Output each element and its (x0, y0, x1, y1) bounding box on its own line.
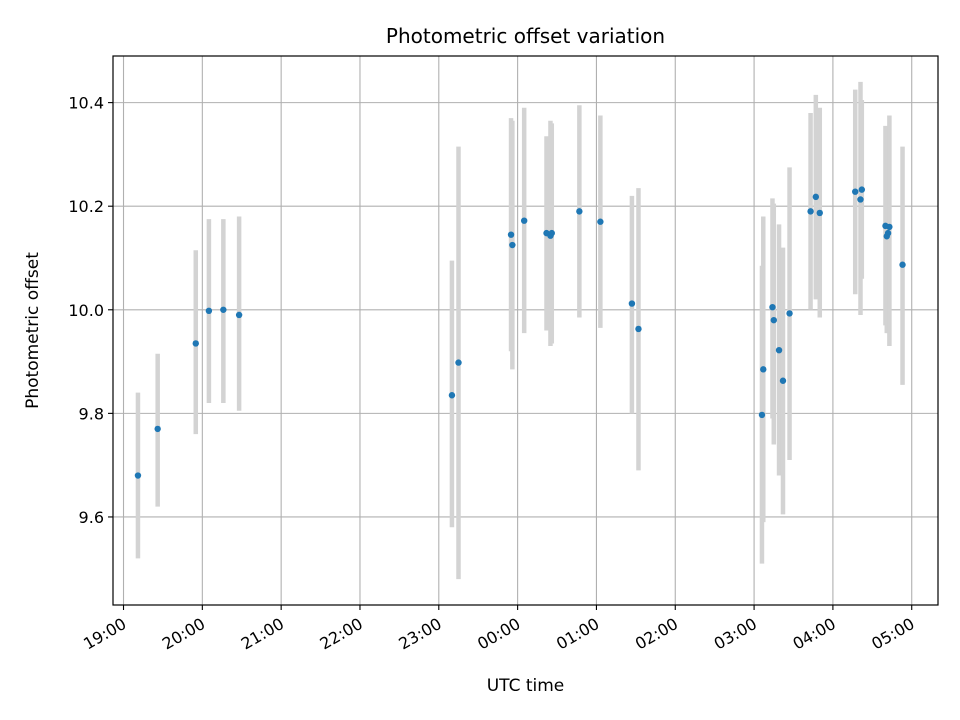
y-axis-label: Photometric offset (23, 252, 43, 409)
data-point (235, 311, 243, 319)
data-point (858, 186, 866, 193)
data-point (448, 392, 456, 399)
data-point (597, 218, 604, 225)
y-tick-label: 9.8 (79, 404, 104, 423)
data-point (205, 307, 213, 315)
data-point (134, 472, 142, 479)
data-point (635, 325, 642, 333)
y-tick-label: 9.6 (79, 508, 104, 527)
chart-title: Photometric offset variation (386, 24, 665, 48)
data-point (628, 300, 636, 307)
data-point (220, 306, 227, 313)
data-point (852, 188, 859, 195)
data-point (192, 340, 199, 347)
y-axis-ticks: 9.6 9.8 10.0 10.2 10.4 (68, 94, 113, 527)
data-point (758, 411, 766, 419)
y-tick-label: 10.0 (68, 301, 104, 320)
data-point (779, 377, 787, 384)
data-point (786, 310, 793, 317)
data-point (807, 208, 814, 215)
x-axis-label: UTC time (487, 676, 565, 696)
data-point (760, 366, 767, 373)
data-point (507, 231, 515, 238)
plot-area-frame (112, 55, 939, 606)
data-point (884, 229, 892, 237)
data-point (548, 229, 555, 237)
data-point (857, 196, 864, 203)
y-tick-label: 10.2 (68, 197, 104, 216)
data-point (886, 223, 893, 231)
data-point (509, 241, 516, 249)
data-point (455, 359, 462, 366)
data-point (520, 217, 528, 224)
data-point (775, 346, 783, 354)
data-point (769, 303, 776, 311)
data-point (816, 209, 823, 217)
data-point (899, 261, 906, 268)
data-point (812, 193, 820, 201)
data-point (770, 316, 777, 324)
data-point (576, 208, 583, 215)
data-point (154, 425, 161, 433)
point-layer (134, 186, 906, 479)
y-tick-label: 10.4 (68, 94, 104, 113)
